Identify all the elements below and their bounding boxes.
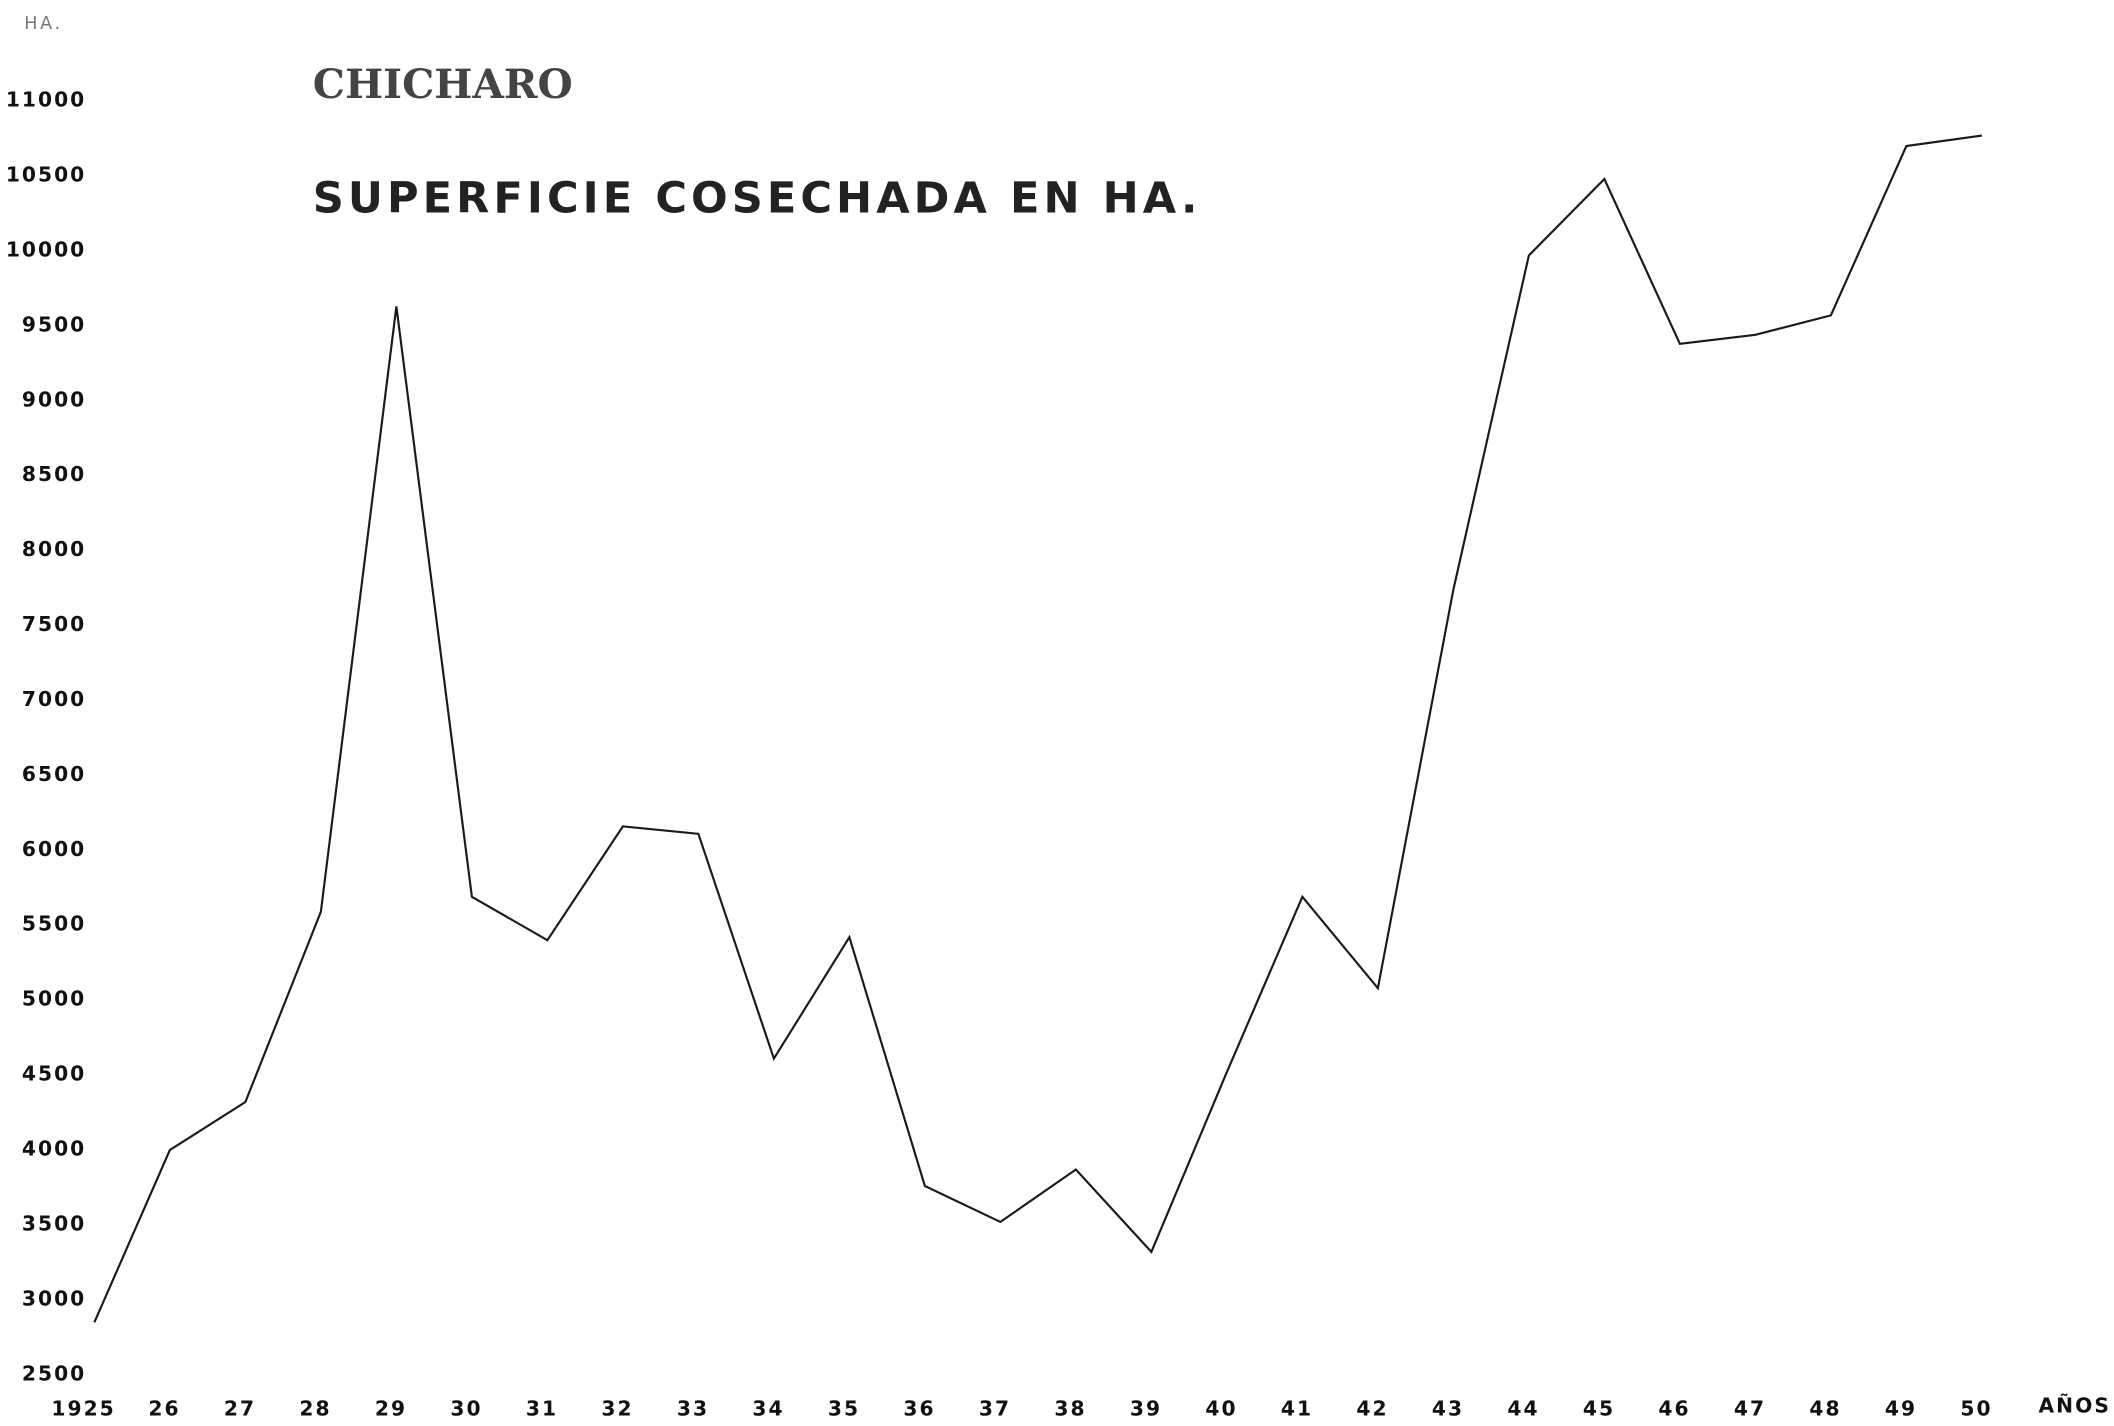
y-tick-label: 8000 <box>22 537 86 561</box>
x-tick-label: 30 <box>450 1396 482 1420</box>
x-tick-label: 48 <box>1809 1396 1841 1420</box>
x-tick-label: 47 <box>1734 1396 1766 1420</box>
x-tick-label: 33 <box>677 1396 709 1420</box>
y-tick-label: 7500 <box>22 612 86 636</box>
y-tick-label: 10500 <box>6 163 86 187</box>
y-tick-label: 5000 <box>22 987 86 1011</box>
y-tick-label: 9500 <box>22 312 86 336</box>
chart-subtitle: SUPERFICIE COSECHADA EN HA. <box>313 173 1202 223</box>
x-tick-label: 35 <box>828 1396 860 1420</box>
x-tick-label: 50 <box>1960 1396 1992 1420</box>
chart-title: CHICHARO <box>313 60 573 108</box>
y-tick-label: 5500 <box>22 912 86 936</box>
x-tick-label: 37 <box>979 1396 1011 1420</box>
x-tick-label: 44 <box>1507 1396 1539 1420</box>
x-axis-label: AÑOS <box>2039 1394 2111 1418</box>
x-tick-label: 38 <box>1054 1396 1086 1420</box>
y-tick-label: 7000 <box>22 687 86 711</box>
x-tick-label: 40 <box>1205 1396 1237 1420</box>
x-tick-label: 27 <box>224 1396 256 1420</box>
x-tick-label: 42 <box>1356 1396 1388 1420</box>
y-tick-label: 6500 <box>22 762 86 786</box>
x-tick-label: 41 <box>1281 1396 1313 1420</box>
x-tick-label: 32 <box>601 1396 633 1420</box>
y-tick-label: 9000 <box>22 387 86 411</box>
y-tick-label: 4500 <box>22 1062 86 1086</box>
x-tick-label: 34 <box>752 1396 784 1420</box>
y-tick-label: 6000 <box>22 837 86 861</box>
y-tick-label: 8500 <box>22 462 86 486</box>
x-tick-label: 28 <box>299 1396 331 1420</box>
x-tick-label: 43 <box>1432 1396 1464 1420</box>
x-tick-label: 45 <box>1583 1396 1615 1420</box>
x-tick-label: 49 <box>1885 1396 1917 1420</box>
x-tick-label: 36 <box>903 1396 935 1420</box>
y-tick-label: 3000 <box>22 1286 86 1310</box>
y-axis-label: HA. <box>24 14 63 34</box>
x-tick-label: 31 <box>526 1396 558 1420</box>
y-tick-label: 2500 <box>22 1361 86 1385</box>
data-line <box>93 134 1983 1323</box>
y-tick-label: 10000 <box>6 237 86 261</box>
y-tick-label: 11000 <box>6 88 86 112</box>
x-tick-label: 1925 <box>51 1396 115 1420</box>
y-tick-label: 4000 <box>22 1137 86 1161</box>
x-tick-label: 26 <box>148 1396 180 1420</box>
x-tick-label: 46 <box>1658 1396 1690 1420</box>
x-tick-label: 39 <box>1130 1396 1162 1420</box>
x-tick-label: 29 <box>375 1396 407 1420</box>
y-tick-label: 3500 <box>22 1211 86 1235</box>
